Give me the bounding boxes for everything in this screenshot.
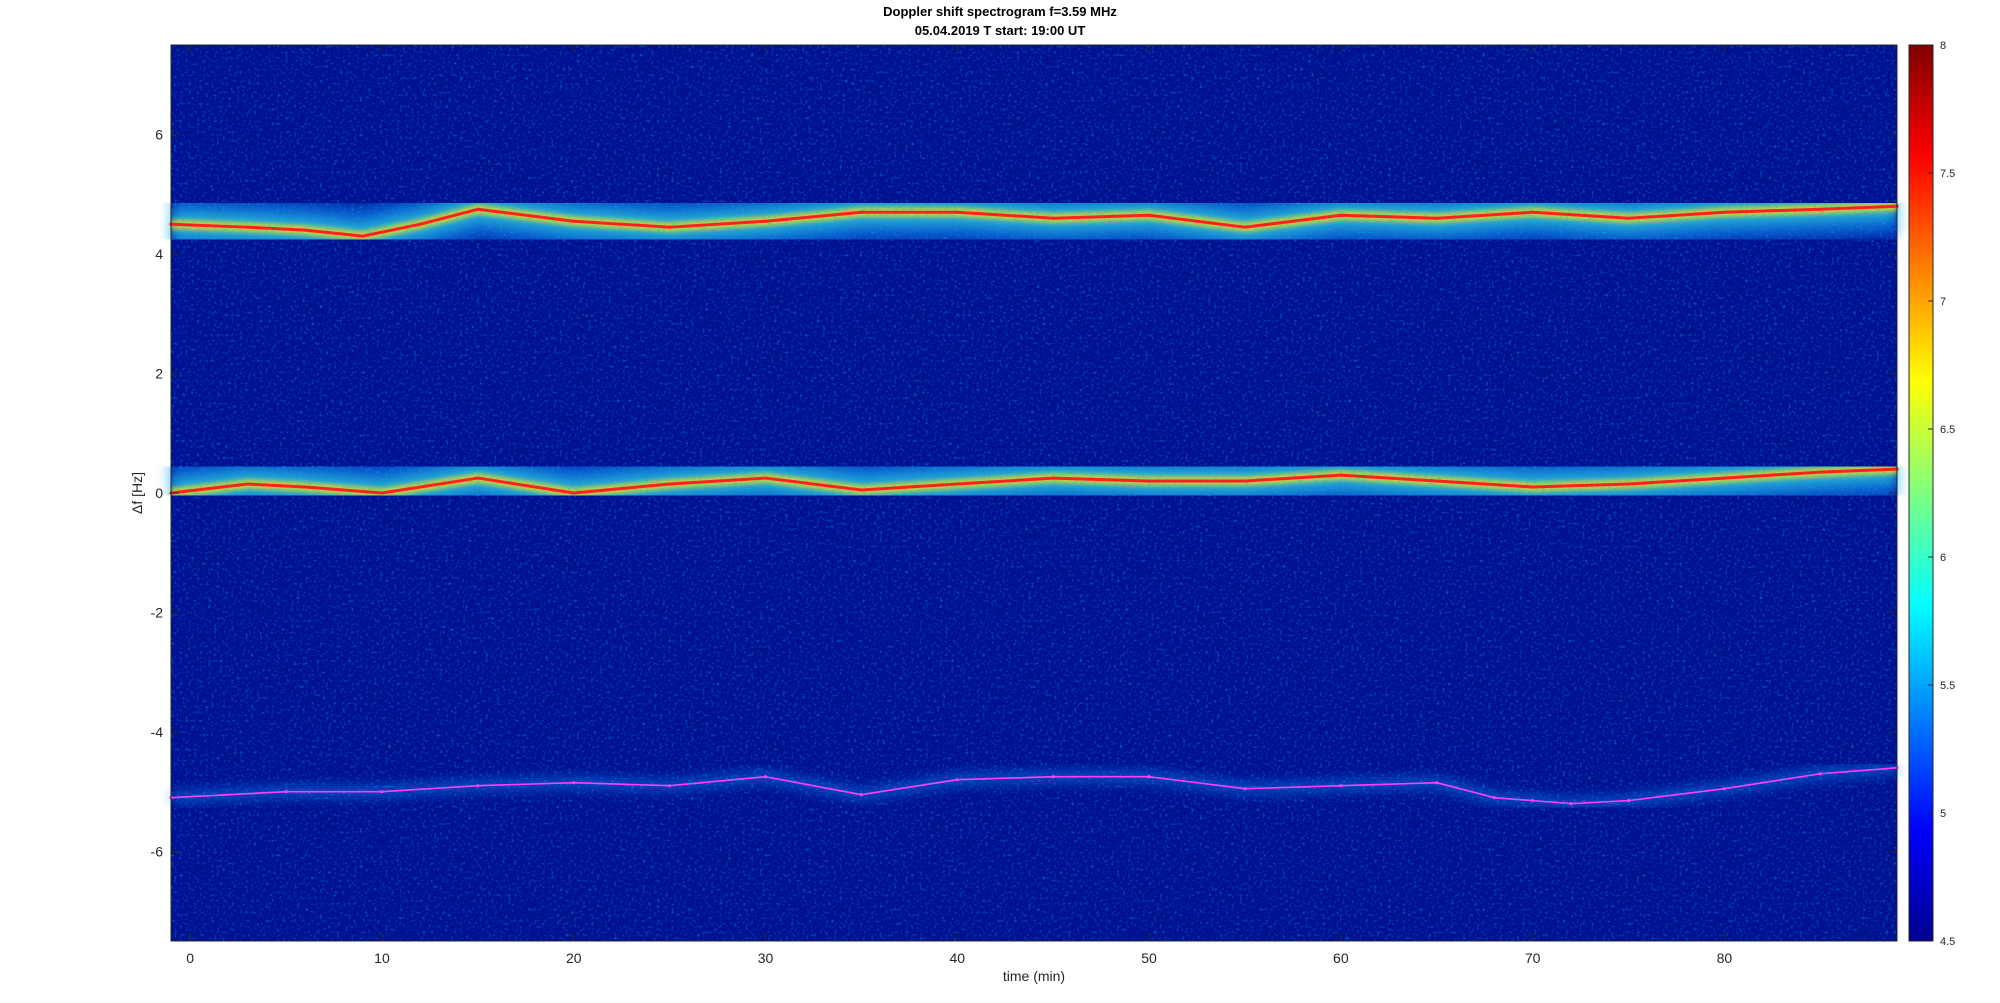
y-tick-label: 0: [155, 485, 163, 501]
series-point: [246, 482, 250, 486]
series-point: [476, 207, 480, 211]
series-point: [380, 491, 384, 495]
series-point: [1626, 799, 1631, 803]
series-layer: [169, 204, 1899, 806]
colorbar-tick-label: 8: [1940, 40, 1946, 52]
x-tick-label: 50: [1141, 950, 1157, 966]
series-point: [284, 790, 288, 794]
series-point: [1569, 802, 1573, 806]
series-point: [1626, 216, 1631, 220]
series-point: [1243, 479, 1247, 483]
series-point: [1243, 225, 1247, 229]
series-point: [955, 778, 959, 782]
x-tick-label: 20: [566, 950, 582, 966]
series-point: [1722, 210, 1726, 214]
series-point: [668, 225, 672, 229]
series-point: [763, 476, 768, 480]
series-point: [1626, 482, 1631, 486]
colorbar-ticks: 4.5 5 5.5 6 6.5 7 7.5 8: [1928, 40, 1955, 948]
y-axis-label: Δf [Hz]: [129, 472, 145, 514]
series-point: [1051, 775, 1055, 779]
series-line: [170, 467, 1898, 495]
colorbar-tick-label: 7.5: [1940, 168, 1955, 180]
colorbar: [1908, 44, 1934, 942]
y-tick-label: 6: [155, 127, 163, 143]
series-point: [1818, 207, 1822, 211]
series-point: [1147, 213, 1151, 217]
x-tick-label: 40: [949, 950, 965, 966]
chart-subtitle: 05.04.2019 T start: 19:00 UT: [914, 23, 1086, 38]
series-point: [303, 485, 307, 489]
x-tick-label: 70: [1525, 950, 1541, 966]
series-point: [668, 482, 672, 486]
y-tick-label: 2: [155, 366, 163, 382]
series-point: [1722, 476, 1726, 480]
series-point: [476, 476, 480, 480]
series-point: [1051, 476, 1055, 480]
colorbar-tick-label: 5.5: [1940, 680, 1955, 692]
series-point: [303, 228, 307, 232]
series-point: [1531, 485, 1535, 489]
y-tick-label: -4: [151, 724, 164, 740]
y-axis: -6 -4 -2 0 2 4 6: [151, 127, 1897, 859]
series-point: [1147, 479, 1151, 483]
colorbar-tick-label: 4.5: [1940, 936, 1955, 948]
series-point: [1339, 213, 1343, 217]
y-tick-label: 4: [155, 246, 163, 262]
x-tick-label: 80: [1717, 950, 1733, 966]
x-tick-label: 10: [374, 950, 390, 966]
series-point: [418, 222, 422, 226]
series-point: [955, 482, 959, 486]
x-axis: 0 10 20 30 40 50 60 70 80: [186, 45, 1732, 966]
series-point: [476, 784, 480, 788]
series-point: [1531, 799, 1535, 803]
series-point: [1243, 787, 1247, 791]
series-point: [1818, 772, 1822, 776]
series-point: [572, 219, 576, 223]
series-point: [859, 793, 864, 797]
series-point: [1435, 479, 1439, 483]
x-tick-label: 30: [758, 950, 774, 966]
series-point: [572, 781, 576, 785]
series-point: [1722, 787, 1726, 791]
y-tick-label: -2: [151, 604, 164, 620]
series-point: [1492, 796, 1496, 800]
series-point: [1339, 473, 1343, 477]
colorbar-tick-label: 7: [1940, 296, 1946, 308]
y-tick-label: -6: [151, 843, 164, 859]
series-point: [1435, 216, 1439, 220]
spectrogram-noise: [171, 45, 1897, 941]
series-point: [1147, 775, 1151, 779]
colorbar-tick-label: 6: [1940, 552, 1946, 564]
series-point: [361, 234, 365, 238]
series-point: [1435, 781, 1439, 785]
series-point: [859, 210, 864, 214]
colorbar-tick-label: 5: [1940, 808, 1946, 820]
colorbar-tick-label: 6.5: [1940, 424, 1955, 436]
series-point: [1531, 210, 1535, 214]
series-point: [572, 491, 576, 495]
series-point: [763, 219, 768, 223]
series-point: [668, 784, 672, 788]
series-point: [246, 225, 250, 229]
x-tick-label: 60: [1333, 950, 1349, 966]
x-tick-label: 0: [186, 950, 194, 966]
series-point: [859, 488, 864, 492]
series-point: [1339, 784, 1343, 788]
chart-title: Doppler shift spectrogram f=3.59 MHz: [883, 4, 1117, 19]
x-axis-label: time (min): [1003, 968, 1065, 984]
series-point: [955, 210, 959, 214]
series-point: [1818, 470, 1822, 474]
series-point: [763, 775, 768, 779]
series-point: [1051, 216, 1055, 220]
series-point: [380, 790, 384, 794]
